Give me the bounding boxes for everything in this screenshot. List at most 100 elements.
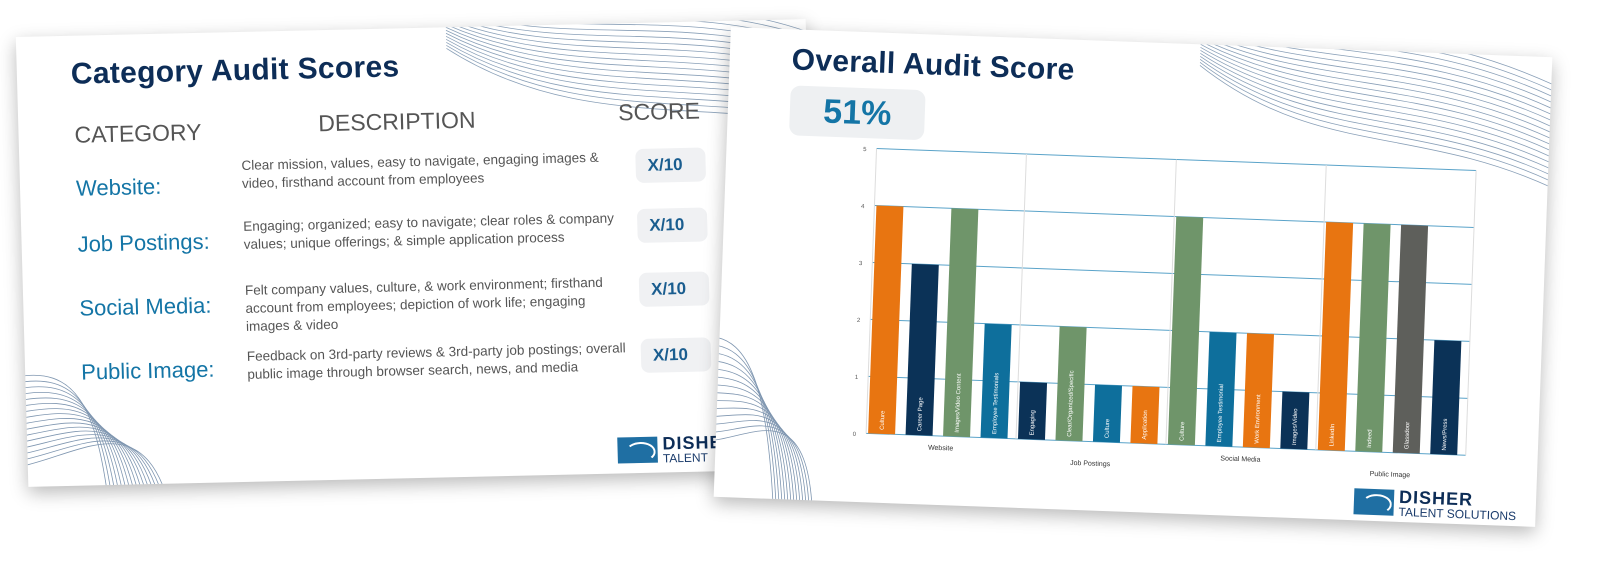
category-public-image: Public Image: <box>80 356 215 385</box>
y-tick-label: 4 <box>861 204 865 210</box>
y-tick-label: 2 <box>857 318 861 324</box>
bar <box>905 263 939 436</box>
wave-line <box>713 392 795 510</box>
wave-decoration-bottom <box>15 374 170 487</box>
group-divider <box>1315 164 1327 450</box>
bar-label: Indeed <box>1367 429 1374 448</box>
wave-line <box>16 402 130 487</box>
bar <box>868 205 904 435</box>
disher-logo-icon <box>1353 488 1395 516</box>
overall-score-badge: 51% <box>788 85 926 141</box>
group-divider <box>1015 153 1027 439</box>
header-category: CATEGORY <box>74 118 202 148</box>
group-label: Job Postings <box>1070 460 1111 468</box>
bar <box>1167 216 1204 446</box>
wave-line <box>15 397 126 487</box>
bar-label: News/Press <box>1442 418 1449 450</box>
group-divider <box>865 148 878 434</box>
wave-line <box>16 418 142 487</box>
wave-line <box>713 352 780 510</box>
wave-line <box>1200 40 1553 142</box>
wave-line <box>1199 61 1553 184</box>
wave-line <box>1200 49 1553 160</box>
score-website: X/10 <box>635 147 707 184</box>
wave-line <box>1200 37 1553 136</box>
wave-line <box>1200 43 1553 148</box>
bar <box>1205 331 1237 447</box>
wave-line <box>713 376 789 510</box>
score-job-postings: X/10 <box>636 207 708 243</box>
disher-logo: DISHER TALENT SOLUTIONS <box>1353 486 1517 524</box>
bar <box>1130 386 1160 445</box>
wave-line <box>713 344 777 510</box>
wave-line <box>713 407 801 510</box>
logo-sub: TALENT SOLUTIONS <box>1398 504 1517 524</box>
wave-line <box>713 414 804 511</box>
bar <box>1430 340 1462 455</box>
description-website: Clear mission, values, easy to navigate,… <box>241 149 599 191</box>
y-tick-label: 1 <box>855 375 859 381</box>
header-description: DESCRIPTION <box>317 106 476 137</box>
slide-title: Category Audit Scores <box>70 50 400 91</box>
wave-line <box>1200 28 1553 118</box>
wave-line <box>713 368 786 510</box>
y-tick-label: 5 <box>863 147 867 153</box>
wave-line <box>15 392 122 487</box>
wave-line <box>1200 52 1553 166</box>
bar-label: Culture <box>880 410 887 430</box>
description-social-media: Felt company values, culture, & work env… <box>244 274 604 334</box>
wave-line <box>1200 46 1553 154</box>
wave-line <box>1199 58 1553 178</box>
wave-line <box>17 437 162 487</box>
group-label: Social Media <box>1220 455 1260 463</box>
wave-line <box>445 19 819 45</box>
description-job-postings: Engaging; organized; easy to navigate; c… <box>242 210 615 252</box>
bar <box>1317 222 1354 451</box>
wave-decoration-bottom <box>713 336 813 511</box>
audit-bar-chart: 0 1 2 3 4 5 Culture Career Page Images/Video Con… <box>853 147 1477 479</box>
wave-line <box>1200 34 1553 130</box>
wave-line <box>15 386 118 487</box>
header-score: SCORE <box>617 97 701 126</box>
group-label: Website <box>928 445 954 453</box>
description-public-image: Feedback on 3rd-party reviews & 3rd-part… <box>246 340 626 382</box>
bar-label: LinkedIn <box>1329 424 1336 447</box>
bar <box>1242 333 1274 449</box>
bar <box>1355 223 1391 453</box>
bar-label: Images/Video <box>1292 408 1299 445</box>
bar-label: Glassdoor <box>1404 422 1411 450</box>
wave-line <box>16 413 138 487</box>
wave-line <box>16 422 146 487</box>
wave-line <box>713 400 798 510</box>
bar-label: Clear/Organized/Specific <box>1067 370 1075 437</box>
bar-label: Employee Testimonial <box>1217 384 1225 442</box>
wave-line <box>17 443 170 487</box>
score-social-media: X/10 <box>638 271 710 307</box>
wave-line <box>17 430 154 487</box>
wave-line <box>15 380 114 487</box>
bar-label: Engaging <box>1030 410 1037 436</box>
group-divider <box>1465 170 1477 456</box>
wave-line <box>713 430 813 511</box>
category-social-media: Social Media: <box>79 292 212 321</box>
category-audit-slide: Category Audit Scores CATEGORY DESCRIPTI… <box>15 19 819 487</box>
category-job-postings: Job Postings: <box>77 228 211 257</box>
wave-line <box>713 420 807 511</box>
slide-title: Overall Audit Score <box>791 43 1076 87</box>
y-tick-label: 0 <box>853 432 857 438</box>
bar <box>1392 224 1429 454</box>
bar <box>1017 381 1048 440</box>
bar-label: Employee Testimonials <box>992 373 1000 434</box>
y-tick-label: 3 <box>859 261 863 267</box>
wave-line <box>1199 55 1553 172</box>
overall-audit-slide: Overall Audit Score 51% 0 1 2 3 4 5 Culture Car… <box>713 27 1553 527</box>
score-public-image: X/10 <box>640 337 712 373</box>
bar-label: Application <box>1142 410 1149 440</box>
bar-label: Culture <box>1105 418 1112 438</box>
wave-line <box>17 434 158 487</box>
bar-label: Career Page <box>917 397 924 432</box>
wave-line <box>713 384 792 510</box>
wave-line <box>17 440 166 487</box>
bar <box>1055 326 1087 442</box>
bar-label: Images/Video Content <box>955 373 963 433</box>
